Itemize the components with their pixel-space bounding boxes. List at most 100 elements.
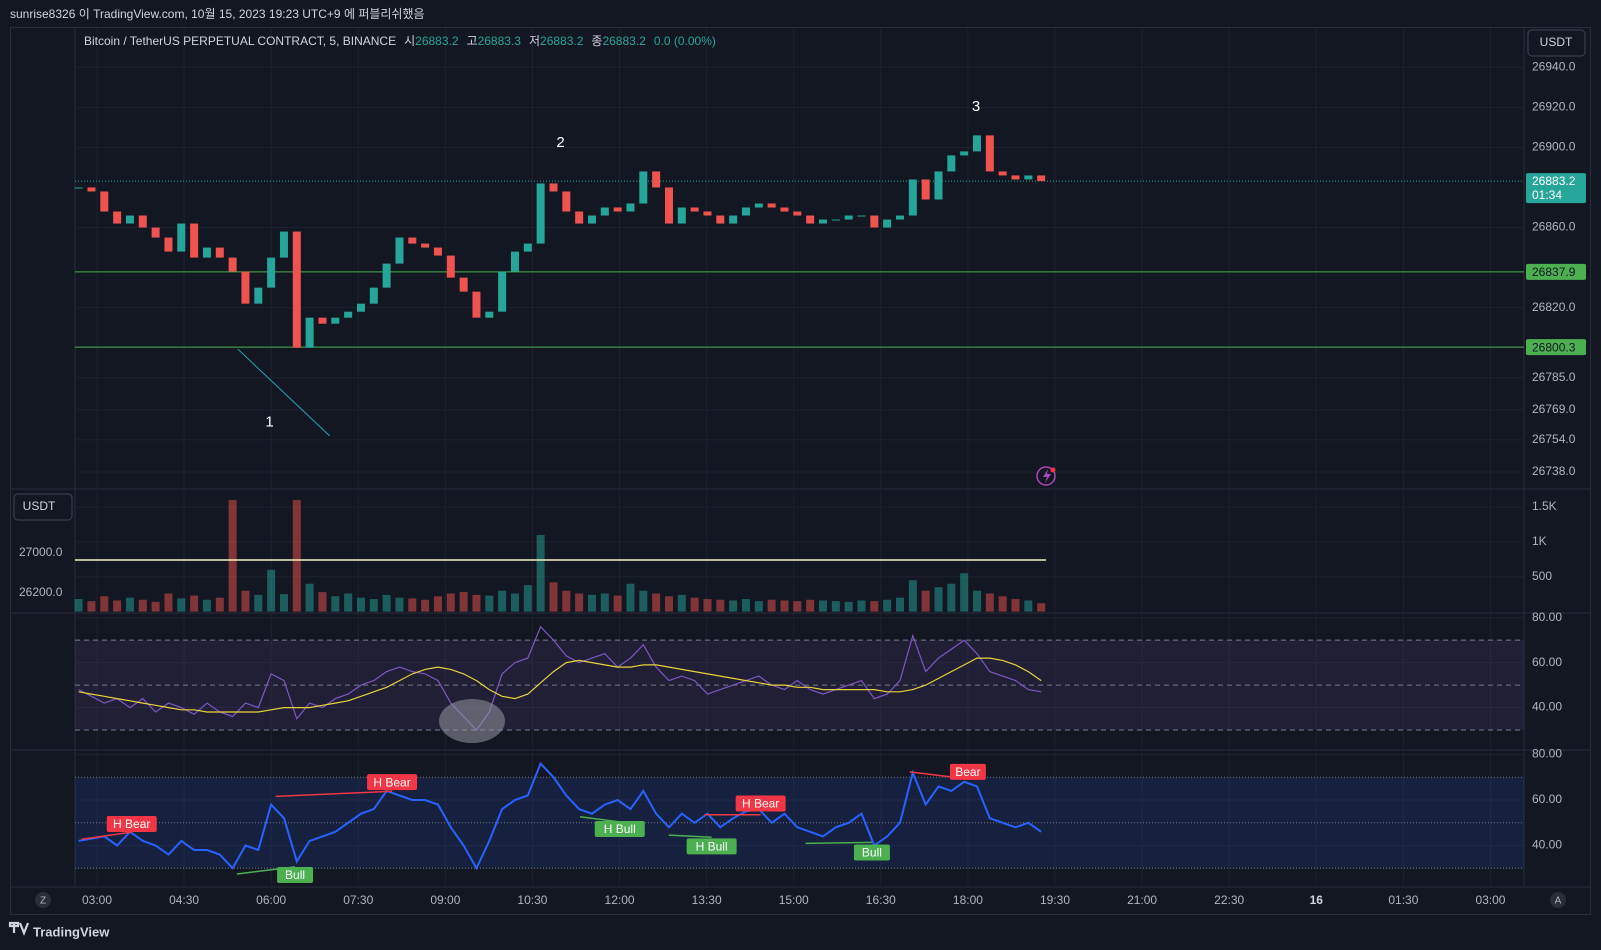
- volume-bar: [536, 534, 545, 612]
- time-label: 04:30: [169, 893, 199, 907]
- candle: [870, 215, 879, 228]
- candle: [844, 215, 853, 220]
- divergence-box: [106, 815, 157, 832]
- volume-bar: [703, 599, 712, 612]
- currency-button[interactable]: [1527, 29, 1586, 57]
- volume-bar: [921, 590, 930, 612]
- divergence-line: [805, 841, 872, 845]
- volume-bar: [241, 590, 250, 612]
- divergence-line: [81, 831, 132, 841]
- left-scale-button-label[interactable]: USDT: [23, 499, 56, 513]
- volume-bar: [857, 600, 866, 612]
- plot: [74, 135, 1524, 875]
- volume-bar: [960, 573, 969, 612]
- volume-bar: [331, 596, 340, 612]
- countdown-label: 01:34: [1532, 188, 1562, 202]
- candle: [433, 247, 442, 256]
- volume-bar: [305, 583, 314, 612]
- volume-bar: [818, 600, 827, 612]
- candle: [793, 211, 802, 216]
- candle: [356, 303, 365, 312]
- candle: [87, 187, 96, 192]
- candle: [562, 191, 571, 212]
- y-tick-label: 26940.0: [1532, 59, 1576, 73]
- volume-bar: [151, 601, 160, 612]
- y-tick-label: 26920.0: [1532, 100, 1576, 114]
- volume-bar: [177, 598, 186, 612]
- divergence-box: [949, 763, 986, 780]
- indicator-line: [78, 761, 1042, 871]
- candle: [408, 237, 417, 244]
- candle: [806, 215, 815, 224]
- brand-logo: [8, 921, 30, 936]
- candle: [446, 255, 455, 278]
- volume-bar: [767, 599, 776, 612]
- y-tick-label: 80.00: [1532, 610, 1562, 624]
- volume-bar: [677, 594, 686, 612]
- candle: [1011, 175, 1020, 180]
- a-button-label[interactable]: A: [1555, 896, 1562, 907]
- volume-bar: [831, 601, 840, 612]
- candle: [202, 247, 211, 258]
- highlight-blob: [439, 699, 505, 743]
- y-tick-label: 1K: [1532, 534, 1547, 548]
- volume-bar: [613, 595, 622, 612]
- alert-icon[interactable]: [1036, 466, 1056, 486]
- candle: [664, 187, 673, 224]
- volume-bar: [113, 600, 122, 612]
- volume-bar: [998, 596, 1007, 612]
- volume-bar: [523, 585, 532, 612]
- volume-bar: [459, 592, 468, 612]
- brand-name: TradingView: [33, 924, 110, 939]
- candle: [382, 263, 391, 288]
- volume-bar: [369, 599, 378, 612]
- z-button[interactable]: [35, 892, 51, 908]
- volume-bar: [947, 583, 956, 612]
- candle: [523, 243, 532, 252]
- volume-bar: [562, 590, 571, 612]
- y-tick-label: 26785.0: [1532, 370, 1576, 384]
- divergence-box: [594, 821, 645, 838]
- volume-bar: [138, 599, 147, 612]
- volume-bar: [100, 596, 109, 612]
- symbol: Bitcoin / TetherUS PERPETUAL CONTRACT, 5…: [84, 34, 396, 48]
- volume-bar: [1011, 599, 1020, 612]
- candle: [600, 207, 609, 216]
- currency-button-label[interactable]: USDT: [1540, 35, 1573, 49]
- candle: [960, 151, 969, 156]
- volume-bar: [754, 601, 763, 612]
- candle: [626, 203, 635, 212]
- y-tick-label: 26738.0: [1532, 464, 1576, 478]
- candle: [318, 317, 327, 324]
- y-tick-label: 500: [1532, 569, 1552, 583]
- volume-bar: [87, 601, 96, 612]
- volume-bar: [190, 595, 199, 612]
- candle: [421, 243, 430, 248]
- volume-bar: [408, 598, 417, 612]
- candle: [857, 215, 866, 217]
- volume-bar: [895, 597, 904, 612]
- volume-bar: [433, 596, 442, 612]
- left-scale-button[interactable]: [13, 493, 73, 521]
- volume-bar: [934, 587, 943, 612]
- candle: [1024, 175, 1033, 180]
- volume-bar: [870, 601, 879, 612]
- a-button[interactable]: [1550, 892, 1566, 908]
- time-label: 16: [1310, 893, 1324, 907]
- candle: [177, 223, 186, 252]
- volume-bar: [1024, 600, 1033, 612]
- candle: [575, 211, 584, 224]
- publish-header: sunrise8326 이 TradingView.com, 10월 15, 2…: [10, 7, 425, 21]
- candle: [677, 207, 686, 224]
- divergence-line: [668, 834, 712, 838]
- level-price-label: 26837.9: [1532, 265, 1576, 279]
- volume-bar: [600, 593, 609, 612]
- candle: [587, 215, 596, 224]
- volume-bar: [279, 594, 288, 612]
- candle: [74, 187, 83, 189]
- time-label: 09:00: [430, 893, 460, 907]
- time-label: 15:00: [779, 893, 809, 907]
- candle: [947, 155, 956, 172]
- z-button-label[interactable]: Z: [40, 896, 46, 907]
- time-label: 16:30: [866, 893, 896, 907]
